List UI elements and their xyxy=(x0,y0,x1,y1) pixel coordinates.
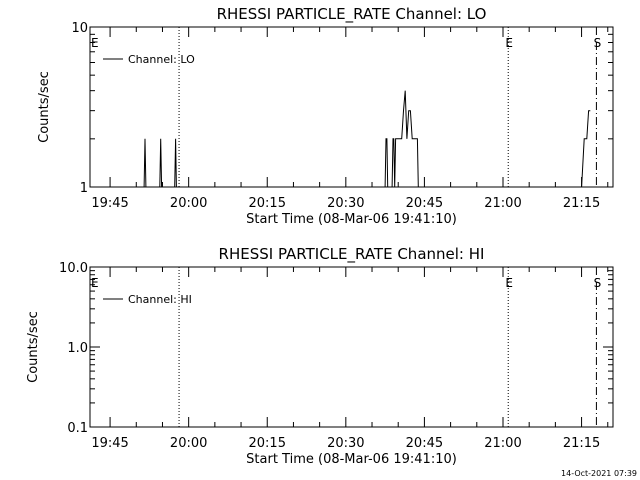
panel-lo-legend-label: Channel: LO xyxy=(128,53,195,66)
panel-hi-event-marker-label: E xyxy=(91,276,99,290)
panel-lo-x-tick-label: 21:15 xyxy=(563,196,600,211)
panel-hi-x-tick-label: 20:30 xyxy=(327,436,364,451)
panel-hi-y-tick-label: 1.0 xyxy=(67,341,88,356)
panel-hi-y-axis-label: Counts/sec xyxy=(26,311,41,383)
panel-lo-y-axis-label: Counts/sec xyxy=(37,71,52,143)
panel-hi-event-marker-label: E xyxy=(505,276,513,290)
panel-hi-plot-frame xyxy=(89,266,614,428)
panel-lo-y-tick-label: 1 xyxy=(80,181,88,196)
panel-hi-legend-label: Channel: HI xyxy=(128,293,192,306)
panel-hi-x-tick-label: 20:45 xyxy=(406,436,443,451)
panel-lo-series-line xyxy=(143,90,591,188)
panel-hi-x-tick-label: 21:00 xyxy=(484,436,521,451)
panel-lo-y-tick-label: 10 xyxy=(71,21,88,36)
panel-lo-x-axis-label: Start Time (08-Mar-06 19:41:10) xyxy=(246,212,457,227)
panel-lo-x-tick-label: 20:00 xyxy=(170,196,207,211)
panel-lo-x-tick-label: 20:15 xyxy=(249,196,286,211)
panel-hi: RHESSI PARTICLE_RATE Channel: HI 0.1 1.0 10… xyxy=(26,245,614,467)
panel-hi-event-marker-label: S xyxy=(594,276,602,290)
panel-hi-x-tick-label: 21:15 xyxy=(563,436,600,451)
panel-lo-x-tick-label: 20:45 xyxy=(406,196,443,211)
panel-lo-plot-frame xyxy=(89,26,614,188)
footer-timestamp: 14-Oct-2021 07:39 xyxy=(561,469,637,478)
panel-lo-event-marker-label: E xyxy=(505,36,513,50)
panel-hi-x-axis-label: Start Time (08-Mar-06 19:41:10) xyxy=(246,452,457,467)
panel-lo-title: RHESSI PARTICLE_RATE Channel: LO xyxy=(217,5,487,24)
panel-lo-x-tick-label: 20:30 xyxy=(327,196,364,211)
panel-hi-y-tick-label: 10.0 xyxy=(59,261,88,276)
panel-lo-event-marker-label: S xyxy=(594,36,602,50)
panel-hi-x-tick-label: 20:00 xyxy=(170,436,207,451)
panel-hi-x-tick-label: 19:45 xyxy=(91,436,128,451)
panel-lo-x-tick-label: 21:00 xyxy=(484,196,521,211)
panel-hi-y-tick-label: 0.1 xyxy=(67,421,88,436)
panel-lo: RHESSI PARTICLE_RATE Channel: LO 1 10 19:45… xyxy=(37,5,614,227)
panel-lo-event-marker-label: E xyxy=(91,36,99,50)
panel-hi-x-tick-label: 20:15 xyxy=(249,436,286,451)
panel-hi-title: RHESSI PARTICLE_RATE Channel: HI xyxy=(219,245,485,264)
panel-lo-x-tick-label: 19:45 xyxy=(91,196,128,211)
